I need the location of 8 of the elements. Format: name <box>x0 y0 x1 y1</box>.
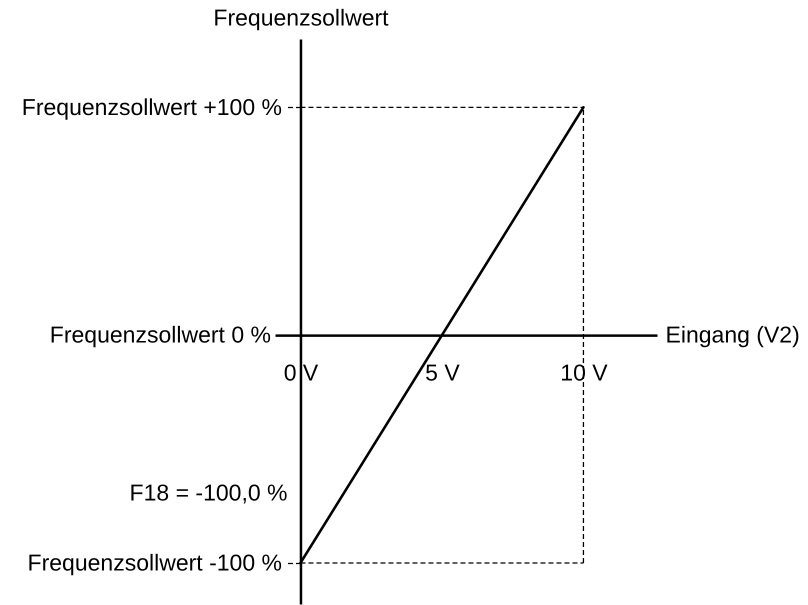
x-axis-title: Eingang (V2) <box>666 322 800 348</box>
y-tick-label: Frequenzsollwert +100 % <box>22 94 282 120</box>
y-tick-label: Frequenzsollwert -100 % <box>28 549 282 576</box>
x-tick-label: 0 V <box>284 360 319 386</box>
x-tick-label: 5 V <box>425 360 460 386</box>
y-tick-label: Frequenzsollwert 0 % <box>50 322 271 348</box>
y-axis-title: Frequenzsollwert <box>213 4 390 30</box>
annotation: F18 = -100,0 % <box>130 479 288 506</box>
